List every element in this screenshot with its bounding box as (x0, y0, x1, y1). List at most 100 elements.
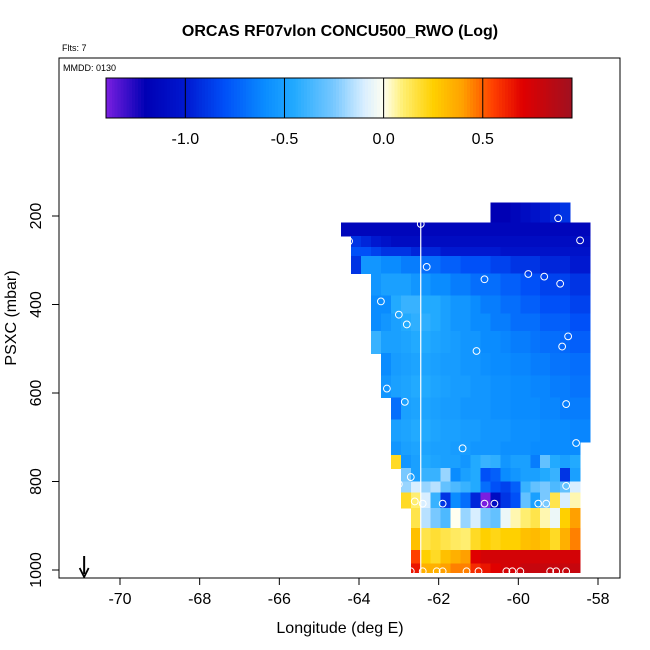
sample-point (345, 237, 353, 246)
colorbar-swatch (158, 78, 162, 118)
heatmap-cell (351, 235, 362, 248)
heatmap-cell (470, 375, 482, 399)
heatmap-cell (380, 235, 392, 248)
heatmap-cell (390, 353, 402, 376)
heatmap-cell (470, 313, 482, 332)
heatmap-cell (540, 235, 551, 248)
heatmap-cell (510, 353, 521, 376)
heatmap-cell (520, 454, 531, 469)
colorbar-swatch (551, 78, 556, 118)
heatmap-cell (540, 508, 551, 529)
heatmap-cell (460, 295, 472, 314)
colorbar-swatch (272, 78, 276, 118)
heatmap-cell (480, 441, 492, 456)
colorbar-swatch (531, 78, 535, 118)
heatmap-cell (520, 331, 531, 354)
colorbar-swatch (472, 78, 477, 118)
colorbar-swatch (408, 78, 413, 118)
heatmap-cell (570, 454, 581, 469)
heatmap-cell (490, 202, 502, 224)
heatmap-cell (500, 202, 511, 224)
heatmap-cell (510, 246, 521, 257)
colorbar-swatch (161, 78, 165, 118)
heatmap-cell (410, 481, 422, 494)
heatmap-cell (410, 492, 422, 509)
sample-point (406, 473, 415, 481)
heatmap-cell (530, 313, 541, 332)
heatmap-cell (470, 295, 482, 314)
colorbar-swatch (181, 78, 186, 118)
heatmap-cell (490, 397, 502, 421)
y-axis: 200 400 600 800 1000 (28, 203, 59, 588)
heatmap-cell (420, 397, 432, 421)
x-tick-label: -70 (108, 591, 131, 608)
sample-point (534, 499, 543, 508)
heatmap-cell (390, 273, 402, 297)
heatmap-cell (540, 397, 551, 421)
heatmap-cell (410, 419, 422, 443)
heatmap-cell (580, 255, 591, 275)
heatmap-cell (470, 222, 482, 237)
heatmap-cell (380, 331, 392, 354)
colorbar-swatch (467, 78, 471, 118)
heatmap-cell (380, 375, 392, 399)
heatmap-cell (550, 273, 561, 297)
heatmap-cell (430, 331, 442, 354)
colorbar-swatch (330, 78, 334, 118)
heatmap-cell (360, 246, 372, 257)
heatmap-cell (570, 313, 581, 332)
heatmap-cell (510, 397, 521, 421)
heatmap-cell (440, 331, 452, 354)
heatmap-cell (530, 550, 541, 564)
colorbar-swatch (143, 78, 148, 118)
heatmap-cell (470, 246, 482, 257)
heatmap-cell (420, 222, 432, 237)
colorbar-swatch (400, 78, 404, 118)
heatmap-cell (550, 441, 561, 456)
sample-point (400, 397, 409, 406)
heatmap-cell (560, 295, 571, 314)
heatmap-cell (490, 481, 502, 494)
colorbar-swatch (507, 78, 512, 118)
x-tick-label: -58 (586, 591, 609, 608)
colorbar-swatch (210, 78, 215, 118)
heatmap-cell (500, 492, 511, 509)
colorbar-swatch (312, 78, 317, 118)
sample-point (542, 499, 551, 508)
heatmap-cell (380, 313, 392, 332)
heatmap-cell (450, 550, 462, 564)
y-tick-label: 600 (28, 380, 45, 407)
heatmap-cell (570, 508, 581, 529)
colorbar-swatch (283, 78, 288, 118)
heatmap-cell (400, 441, 412, 456)
heatmap-cell (550, 202, 561, 224)
heatmap-cell (550, 527, 561, 551)
arrow-head (78, 567, 90, 578)
colorbar-swatch (423, 78, 427, 118)
heatmap-cell (570, 550, 581, 564)
heatmap-cell (550, 419, 561, 443)
sample-point (418, 499, 427, 508)
colorbar-swatch (420, 78, 424, 118)
heatmap-cell (450, 527, 462, 551)
colorbar-swatch (129, 78, 133, 118)
heatmap-cell (470, 468, 482, 483)
heatmap-cell (470, 441, 482, 456)
heatmap-cell (550, 235, 561, 248)
heatmap-cell (470, 397, 482, 421)
heatmap-cell (450, 313, 462, 332)
heatmap-cell (510, 468, 521, 483)
heatmap-cell (440, 222, 452, 237)
colorbar-swatch (464, 78, 468, 118)
heatmap-cell (450, 235, 462, 248)
heatmap-cell (490, 468, 502, 483)
heatmap-cell (420, 375, 432, 399)
heatmap-cell (530, 246, 541, 257)
sample-point (432, 567, 441, 576)
sample-point (438, 499, 447, 508)
heatmap-cell (370, 255, 382, 275)
colorbar: -1.0 -0.5 0.0 0.5 (105, 77, 573, 148)
heatmap-cell (450, 419, 462, 443)
colorbar-swatch (318, 78, 323, 118)
heatmap-cell (570, 273, 581, 297)
